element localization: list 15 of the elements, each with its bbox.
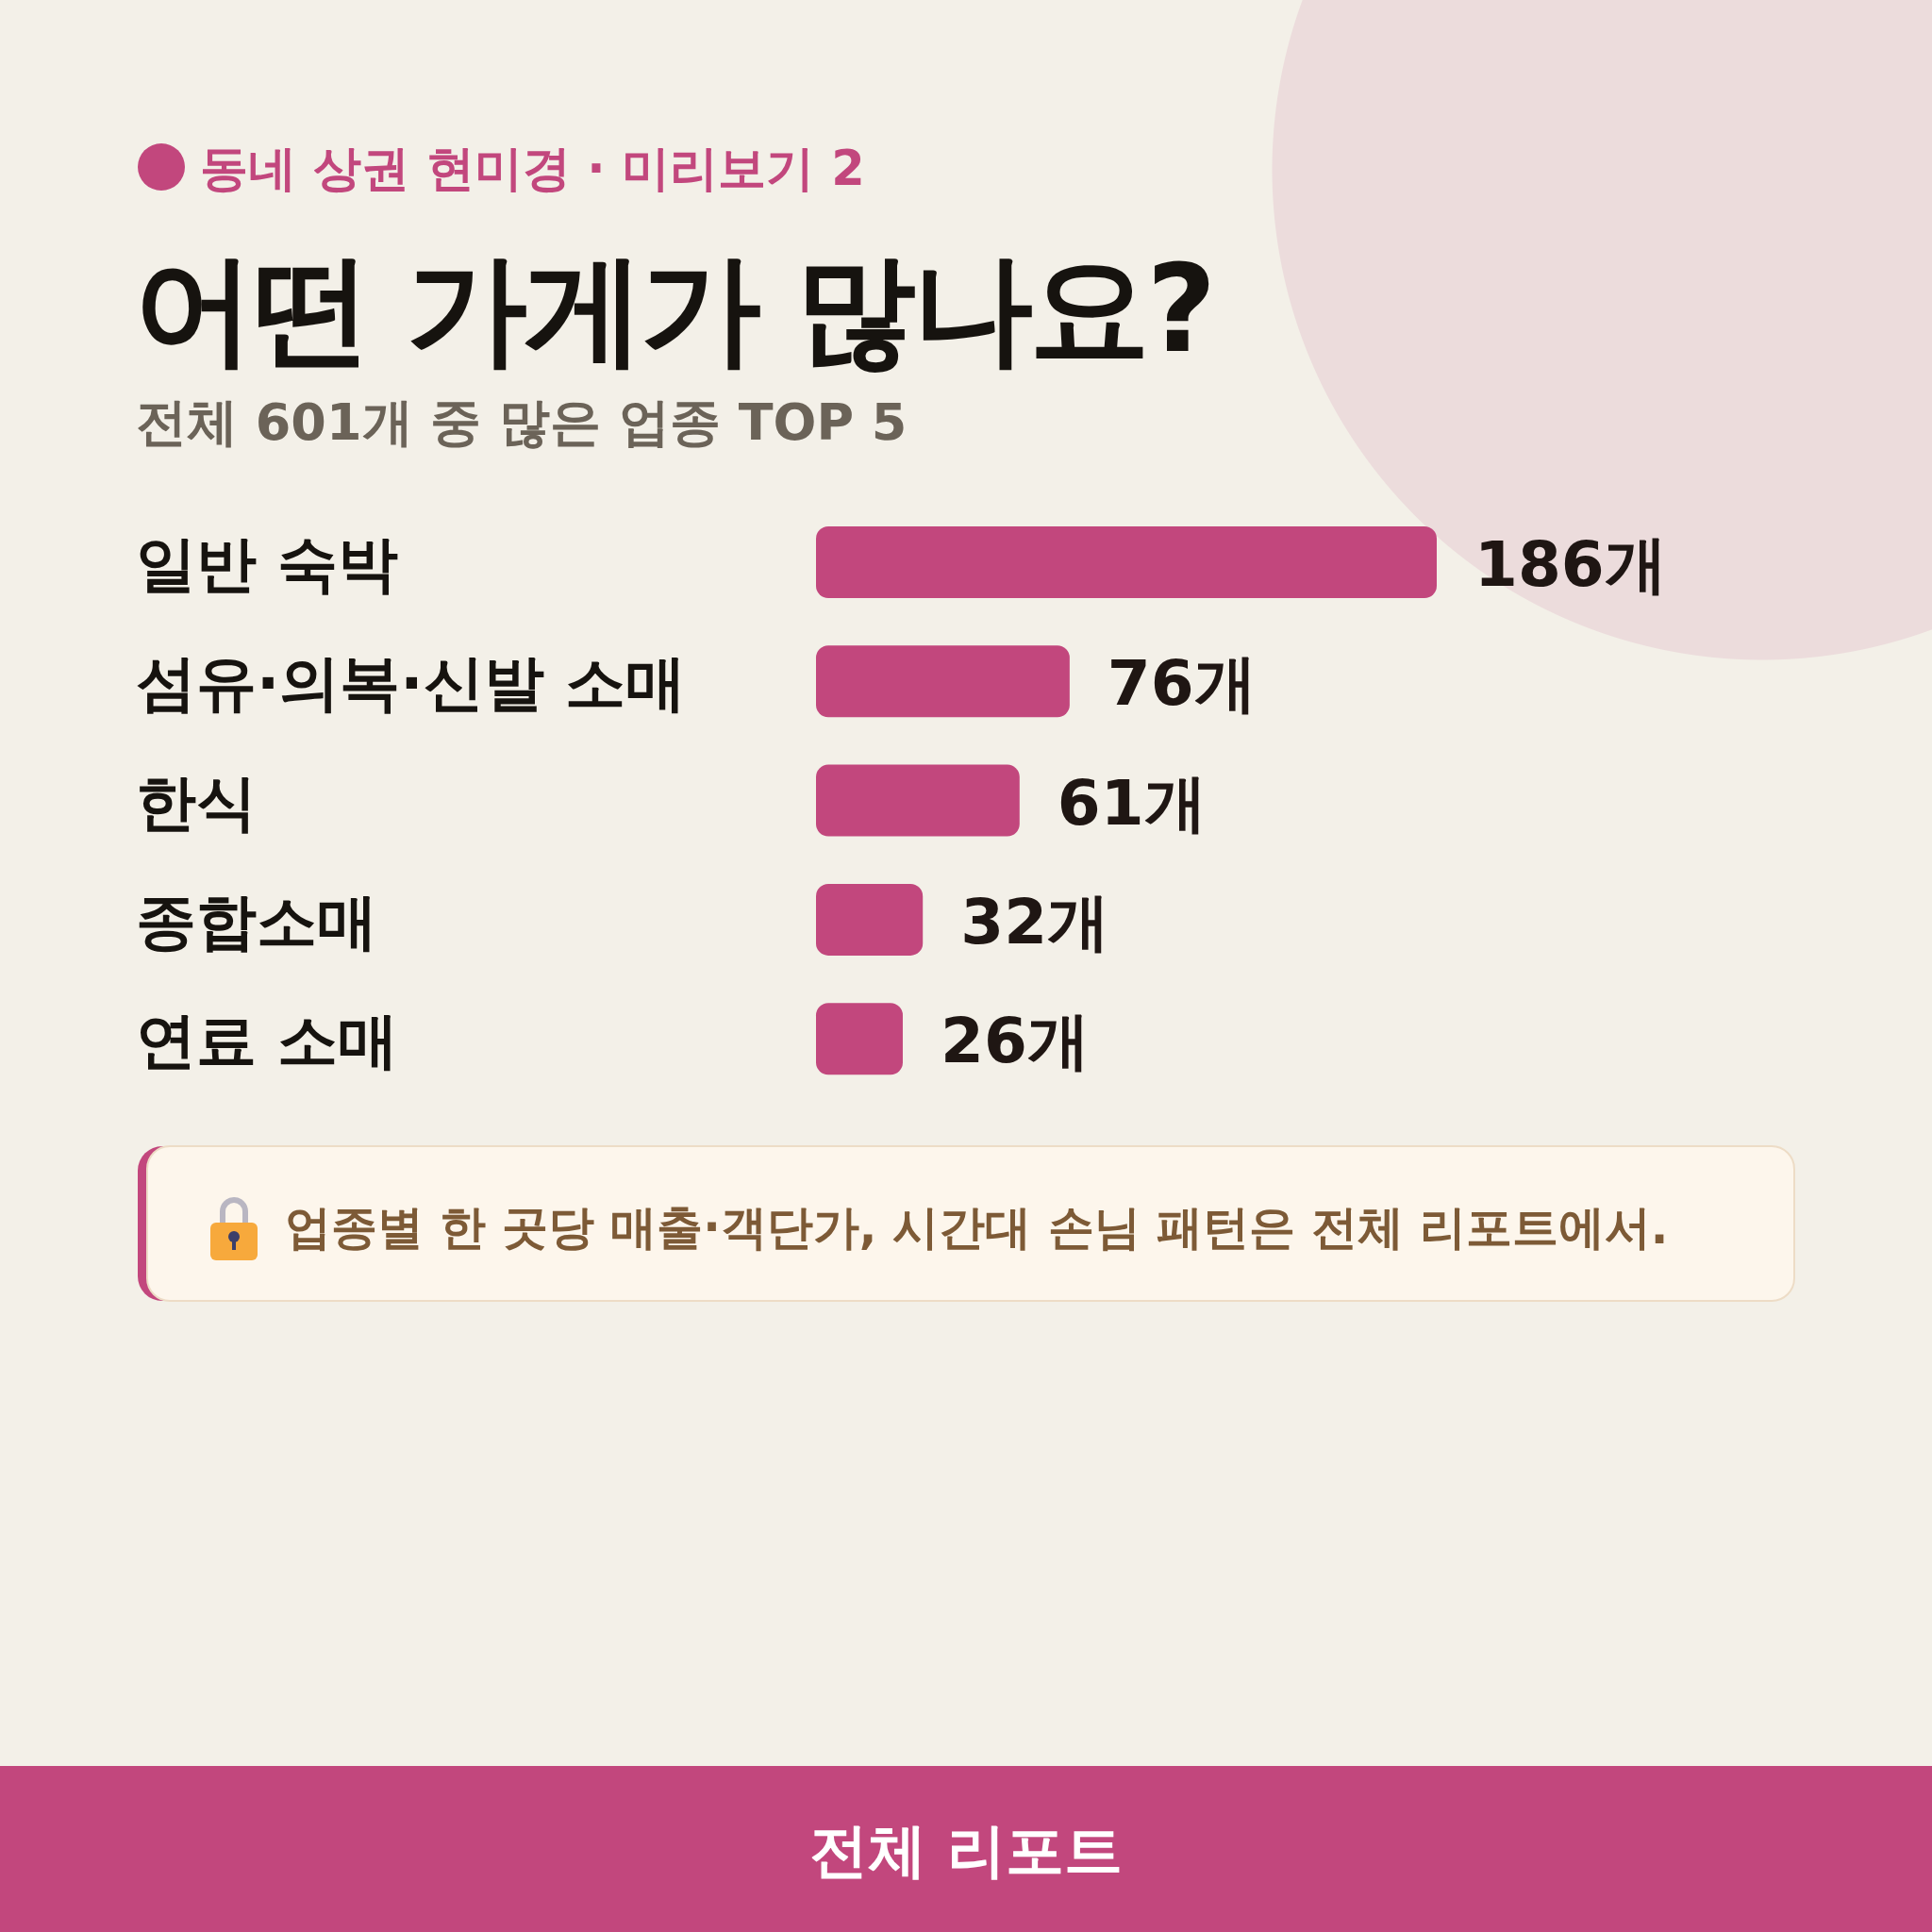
y-tick-label: 일반 숙박 bbox=[136, 529, 399, 599]
text: 동네 상권 현미경 · 미리보기 2 bbox=[200, 141, 865, 196]
text: 업종별 한 곳당 매출·객단가, 시간대 손님 패턴은 전체 리포트에서. bbox=[285, 1201, 1669, 1255]
text: 전체 리포트 bbox=[809, 1816, 1123, 1885]
y-tick-label: 한식 bbox=[136, 767, 257, 838]
chart-title: 어떤 가게가 많나요? bbox=[134, 239, 1213, 379]
data-label: 186개 bbox=[1474, 528, 1667, 601]
y-tick-label: 섬유·의복·신발 소매 bbox=[136, 648, 686, 719]
data-label: 61개 bbox=[1057, 766, 1207, 840]
data-label: 76개 bbox=[1107, 647, 1257, 721]
data-label: 32개 bbox=[960, 885, 1110, 958]
chart-subtitle: 전체 601개 중 많은 업종 TOP 5 bbox=[136, 392, 908, 452]
y-tick-label: 종합소매 bbox=[136, 886, 377, 957]
y-tick-label: 연료 소매 bbox=[136, 1006, 399, 1076]
data-label: 26개 bbox=[940, 1005, 1090, 1078]
